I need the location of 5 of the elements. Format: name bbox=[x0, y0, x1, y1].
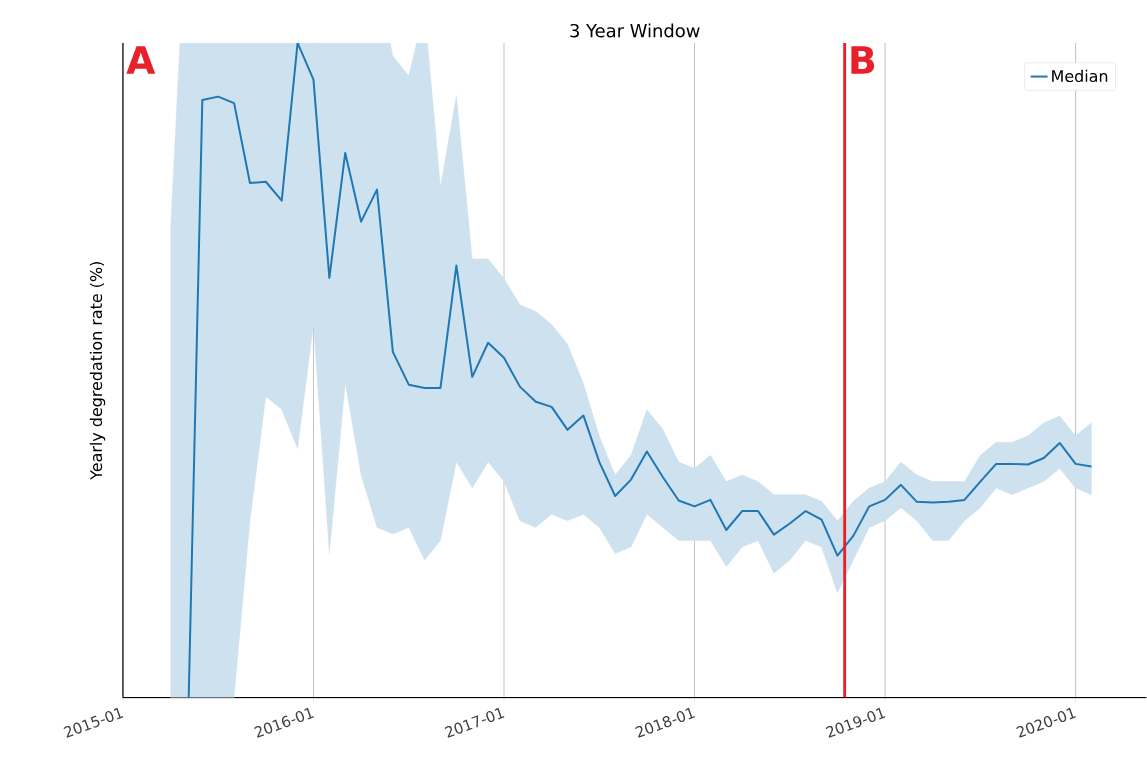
legend-label: Median bbox=[1052, 69, 1108, 83]
chart-title: 3 Year Window bbox=[570, 23, 700, 38]
ref-line-label: B bbox=[851, 46, 875, 74]
annotation: A bbox=[126, 46, 156, 74]
y-axis-title: Yearly degredation rate (%) bbox=[89, 262, 106, 481]
